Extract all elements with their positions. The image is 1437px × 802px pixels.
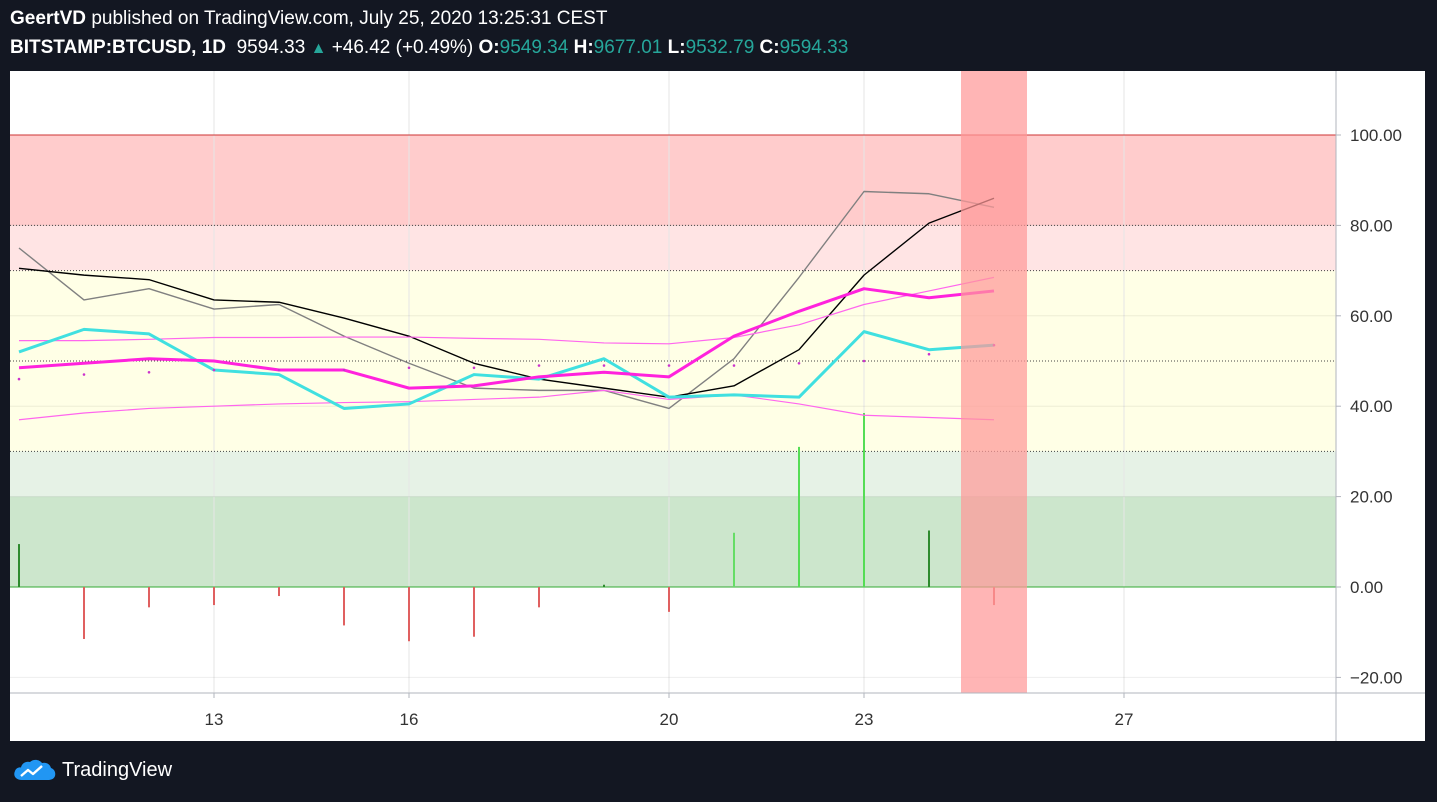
low-value: 9532.79 bbox=[685, 37, 755, 58]
footer-brand[interactable]: TradingView bbox=[12, 758, 172, 782]
x-tick-label: 20 bbox=[660, 710, 679, 729]
high-value: 9677.01 bbox=[593, 37, 663, 58]
close-value: 9594.33 bbox=[779, 37, 849, 58]
cyan-line bbox=[18, 327, 995, 410]
upper-band-line bbox=[19, 276, 995, 345]
chart-area[interactable]: 100.00 80.00 60.00 40.00 20.00 0.00 −20.00 13 16… bbox=[10, 71, 1425, 741]
y-tick-label: 20.00 bbox=[1350, 488, 1393, 507]
y-tick-label: −20.00 bbox=[1350, 668, 1402, 687]
high-label: H: bbox=[573, 37, 594, 58]
signal-dot bbox=[862, 359, 866, 363]
signal-dot bbox=[342, 368, 346, 372]
signal-dot bbox=[82, 373, 86, 376]
y-tick-label: 80.00 bbox=[1350, 216, 1393, 235]
y-tick-label: 0.00 bbox=[1350, 578, 1383, 597]
indicator-chart[interactable]: 100.00 80.00 60.00 40.00 20.00 0.00 −20.00 13 16… bbox=[10, 71, 1425, 741]
y-tick-label: 100.00 bbox=[1350, 126, 1402, 145]
highlight-column bbox=[961, 71, 1027, 693]
x-tick-label: 13 bbox=[205, 710, 224, 729]
gray-line bbox=[18, 190, 995, 410]
price-change: +46.42 (+0.49%) bbox=[331, 37, 474, 58]
black-line bbox=[18, 197, 995, 398]
brand-name: TradingView bbox=[62, 758, 173, 781]
signal-dot bbox=[147, 371, 151, 374]
zone-band bbox=[10, 270, 1336, 361]
symbol-info: BITSTAMP:BTCUSD, 1D 9594.33 ▲ +46.42 (+0… bbox=[10, 37, 848, 59]
y-tick-label: 60.00 bbox=[1350, 307, 1393, 326]
published-text: published on TradingView.com, July 25, 2… bbox=[91, 8, 608, 29]
magenta-line bbox=[18, 287, 995, 390]
x-tick-label: 16 bbox=[400, 710, 419, 729]
price-value: 9594.33 bbox=[236, 37, 306, 58]
signal-dot bbox=[277, 368, 281, 372]
lower-band-line bbox=[18, 389, 995, 421]
publish-info: GeertVD published on TradingView.com, Ju… bbox=[10, 8, 607, 30]
zone-band bbox=[10, 135, 1336, 226]
open-label: O: bbox=[478, 37, 500, 58]
signal-dot bbox=[17, 377, 21, 381]
close-label: C: bbox=[759, 37, 780, 58]
tradingview-cloud-icon bbox=[14, 759, 56, 780]
signal-dot bbox=[927, 352, 931, 356]
signal-dot bbox=[797, 361, 801, 365]
x-tick-label: 27 bbox=[1115, 710, 1134, 729]
signal-dot bbox=[212, 368, 216, 372]
signal-dot bbox=[407, 366, 411, 370]
up-arrow-icon: ▲ bbox=[310, 40, 327, 57]
open-value: 9549.34 bbox=[499, 37, 569, 58]
zone-band bbox=[10, 225, 1336, 271]
y-tick-label: 40.00 bbox=[1350, 397, 1393, 416]
signal-dot bbox=[472, 366, 476, 370]
author-name[interactable]: GeertVD bbox=[10, 8, 87, 29]
x-tick-label: 23 bbox=[855, 710, 874, 729]
symbol-label: BITSTAMP:BTCUSD, 1D bbox=[10, 37, 227, 58]
zone-band bbox=[10, 451, 1336, 497]
zone-band bbox=[10, 496, 1336, 587]
signal-dot bbox=[732, 364, 736, 367]
signal-dot bbox=[667, 364, 671, 367]
signal-dot bbox=[537, 364, 541, 367]
low-label: L: bbox=[667, 37, 686, 58]
signal-dot bbox=[602, 364, 606, 367]
